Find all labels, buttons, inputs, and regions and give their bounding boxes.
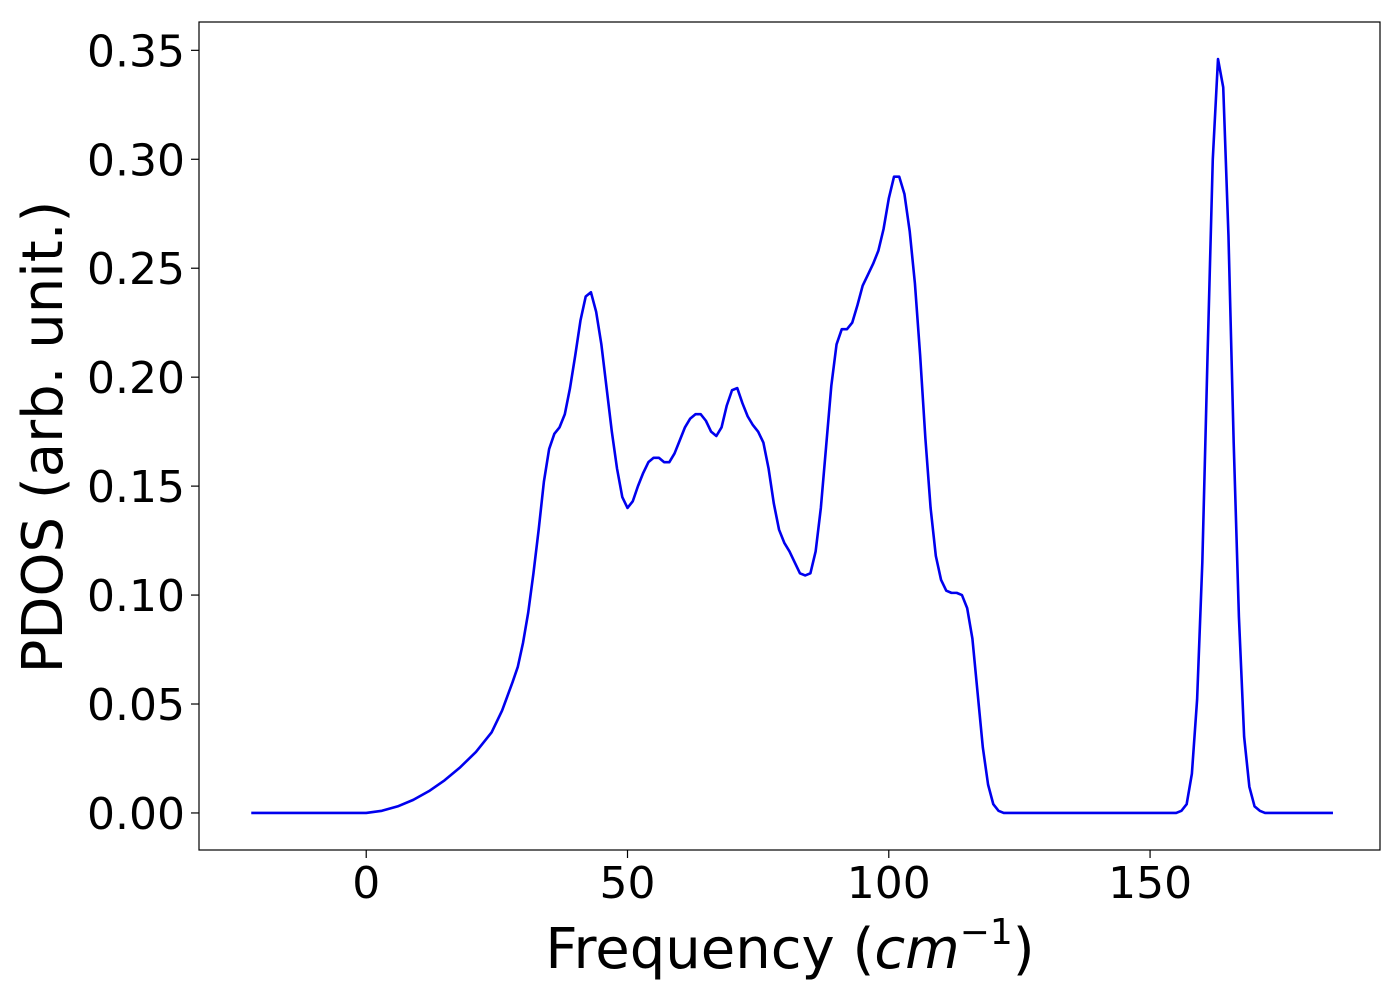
x-axis-label: Frequency (cm−1) — [545, 912, 1034, 982]
x-axis-unit-exponent: −1 — [960, 912, 1013, 953]
y-tick-label: 0.30 — [87, 135, 185, 186]
y-tick-label: 0.35 — [87, 26, 185, 77]
y-tick-label: 0.00 — [87, 789, 185, 840]
x-tick-label: 50 — [600, 858, 656, 909]
x-axis-unit: cm — [874, 917, 959, 982]
y-axis-label: PDOS (arb. unit.) — [11, 201, 76, 674]
y-tick-label: 0.25 — [87, 244, 185, 295]
x-tick-label: 0 — [352, 858, 380, 909]
x-axis-ticks: 0 50 100 150 — [352, 850, 1192, 909]
y-axis-ticks: 0.00 0.05 0.10 0.15 0.20 0.25 0.30 0.35 — [87, 26, 199, 840]
plot-frame — [198, 21, 1381, 851]
plot-line-layer — [251, 57, 1333, 815]
y-tick-label: 0.05 — [87, 680, 185, 731]
x-tick-label: 100 — [847, 858, 931, 909]
x-axis-label-text: Frequency — [545, 917, 834, 982]
y-tick-label: 0.20 — [87, 353, 185, 404]
x-tick-label: 150 — [1108, 858, 1192, 909]
y-tick-label: 0.15 — [87, 462, 185, 513]
y-tick-label: 0.10 — [87, 571, 185, 622]
pdos-series-line-0 — [251, 57, 1333, 815]
